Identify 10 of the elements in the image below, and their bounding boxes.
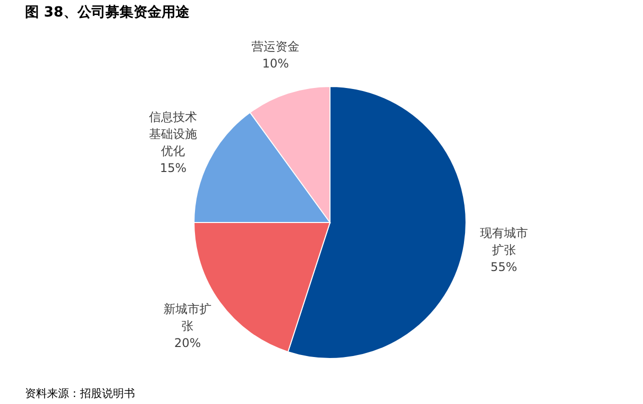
- data-label: 55%: [490, 260, 518, 274]
- chart-title: 图 38、公司募集资金用途: [25, 4, 190, 21]
- data-label: 10%: [262, 56, 289, 71]
- data-label: 15%: [160, 161, 187, 176]
- slice-label: 营运资金: [252, 40, 300, 54]
- slice-label: 现有城市扩张: [480, 226, 528, 258]
- data-label: 20%: [174, 336, 201, 350]
- text: 资料来源：招股说明书: [25, 387, 135, 400]
- slice-label: 信息技术基础设施优化: [149, 110, 198, 158]
- slice-label: 新城市扩张: [164, 302, 212, 333]
